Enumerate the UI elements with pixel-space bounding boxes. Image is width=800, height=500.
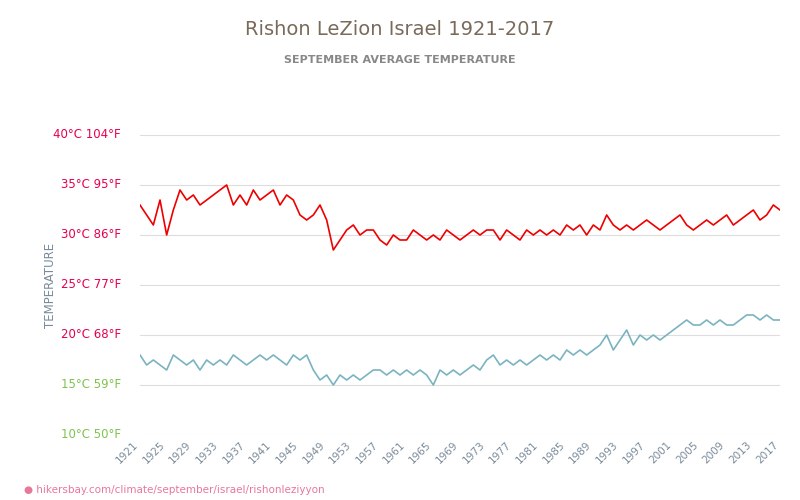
Text: 25°C 77°F: 25°C 77°F	[61, 278, 121, 291]
Text: 15°C 59°F: 15°C 59°F	[61, 378, 121, 392]
Text: 30°C 86°F: 30°C 86°F	[61, 228, 121, 241]
Text: TEMPERATURE: TEMPERATURE	[44, 242, 57, 328]
Text: Rishon LeZion Israel 1921-2017: Rishon LeZion Israel 1921-2017	[246, 20, 554, 39]
Text: 10°C 50°F: 10°C 50°F	[61, 428, 121, 442]
Text: ● hikersbay.com/climate/september/israel/rishonleziyyon: ● hikersbay.com/climate/september/israel…	[24, 485, 325, 495]
Text: 40°C 104°F: 40°C 104°F	[53, 128, 121, 141]
Text: 20°C 68°F: 20°C 68°F	[61, 328, 121, 342]
Text: SEPTEMBER AVERAGE TEMPERATURE: SEPTEMBER AVERAGE TEMPERATURE	[284, 55, 516, 65]
Text: 35°C 95°F: 35°C 95°F	[61, 178, 121, 192]
